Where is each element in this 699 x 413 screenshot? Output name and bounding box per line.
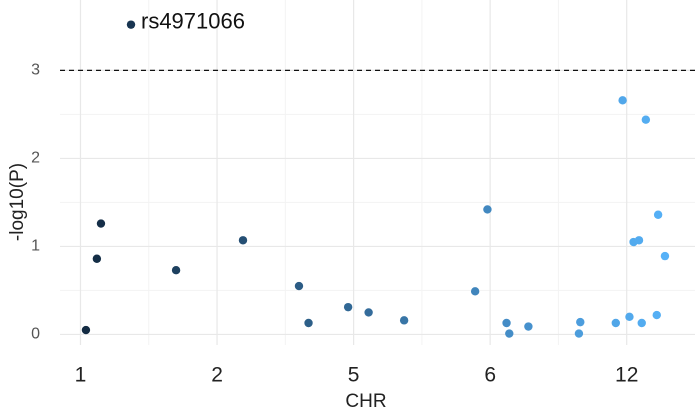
point — [364, 308, 373, 317]
point — [641, 115, 651, 124]
x-tick-label: 5 — [348, 364, 360, 387]
point — [637, 318, 646, 328]
y-axis-label: -log10(P) — [7, 163, 28, 241]
point — [399, 316, 409, 325]
x-tick-label: 1 — [75, 364, 87, 387]
y-tick-label: 1 — [31, 238, 40, 255]
x-axis-label: CHR — [345, 391, 386, 412]
point — [92, 254, 102, 263]
point — [611, 318, 620, 328]
point — [294, 281, 304, 291]
y-tick-label: 0 — [31, 326, 40, 343]
point — [238, 236, 248, 245]
point — [652, 310, 661, 320]
point — [126, 20, 136, 29]
point — [96, 219, 106, 228]
point — [653, 210, 663, 219]
x-tick-label: 12 — [615, 364, 638, 387]
point — [171, 265, 181, 275]
point — [625, 312, 634, 322]
point-label: rs4971066 — [141, 8, 245, 33]
point — [574, 329, 584, 338]
point — [618, 96, 627, 105]
point — [343, 302, 353, 312]
y-tick-label: 2 — [31, 150, 40, 167]
point — [470, 287, 480, 296]
point — [483, 205, 492, 214]
x-tick-label: 6 — [484, 364, 496, 387]
point — [576, 317, 585, 327]
point — [304, 318, 313, 328]
point — [524, 322, 533, 331]
point — [502, 318, 511, 328]
x-tick-label: 2 — [211, 364, 223, 387]
point — [81, 325, 91, 335]
point — [660, 251, 670, 261]
point — [505, 329, 514, 338]
y-tick-label: 3 — [31, 62, 40, 79]
point — [634, 236, 644, 245]
